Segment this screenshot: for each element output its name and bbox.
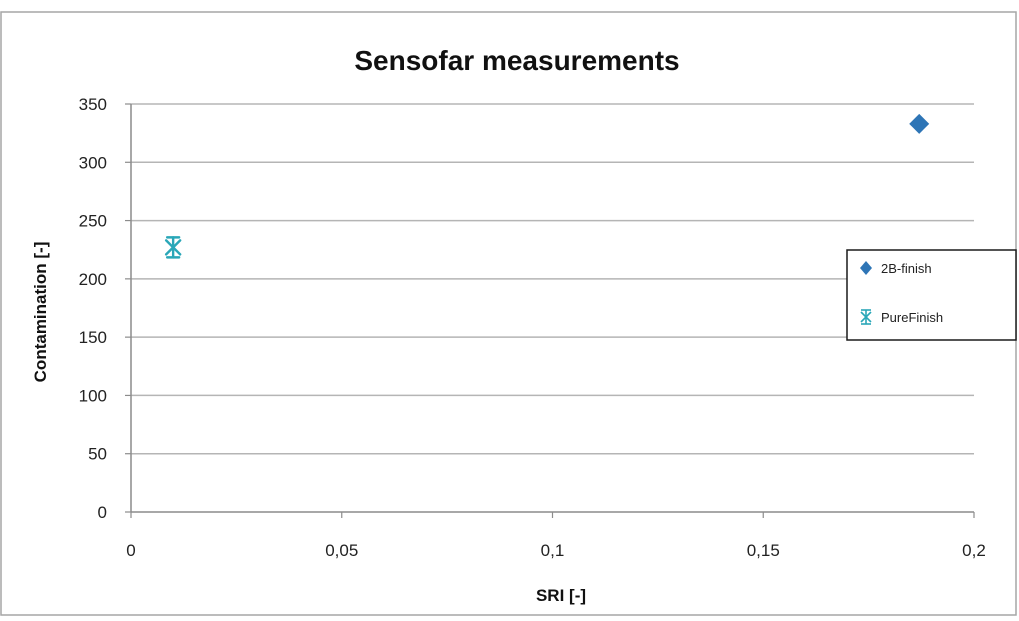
legend-marker-2b-finish-diamond-icon xyxy=(860,261,872,275)
point-purefinish xyxy=(164,236,182,259)
x-tick-label: 0,05 xyxy=(325,541,358,560)
legend: 2B-finish PureFinish xyxy=(846,249,1017,341)
x-tick-label: 0,15 xyxy=(747,541,780,560)
y-tick-label: 50 xyxy=(88,445,107,464)
y-tick-label: 200 xyxy=(79,270,107,289)
axes xyxy=(125,103,975,518)
y-tick-label: 250 xyxy=(79,212,107,231)
x-tick-label: 0 xyxy=(126,541,135,560)
legend-marker-purefinish-asterisk-icon xyxy=(860,309,872,325)
y-tick-label: 150 xyxy=(79,328,107,347)
x-tick-label: 0,1 xyxy=(541,541,565,560)
legend-box xyxy=(846,249,1017,341)
legend-label-2b-finish: 2B-finish xyxy=(881,261,932,276)
point-2b-finish xyxy=(909,113,930,134)
y-tick-label: 0 xyxy=(98,503,107,522)
gridlines xyxy=(131,103,974,455)
x-tick-labels: 0 0,05 0,1 0,15 0,2 xyxy=(126,541,986,560)
y-tick-label: 100 xyxy=(79,386,107,405)
point-purefinish-stroke xyxy=(164,239,182,256)
y-tick-labels: 0 50 100 150 200 250 300 350 xyxy=(79,95,107,522)
y-tick-label: 300 xyxy=(79,153,107,172)
data-points xyxy=(164,113,930,259)
legend-label-purefinish: PureFinish xyxy=(881,310,943,325)
y-axis-label: Contamination [-] xyxy=(31,242,50,383)
y-tick-label: 350 xyxy=(79,95,107,114)
chart-title: Sensofar measurements xyxy=(354,45,679,76)
x-axis-label: SRI [-] xyxy=(536,586,586,605)
x-tick-label: 0,2 xyxy=(962,541,986,560)
